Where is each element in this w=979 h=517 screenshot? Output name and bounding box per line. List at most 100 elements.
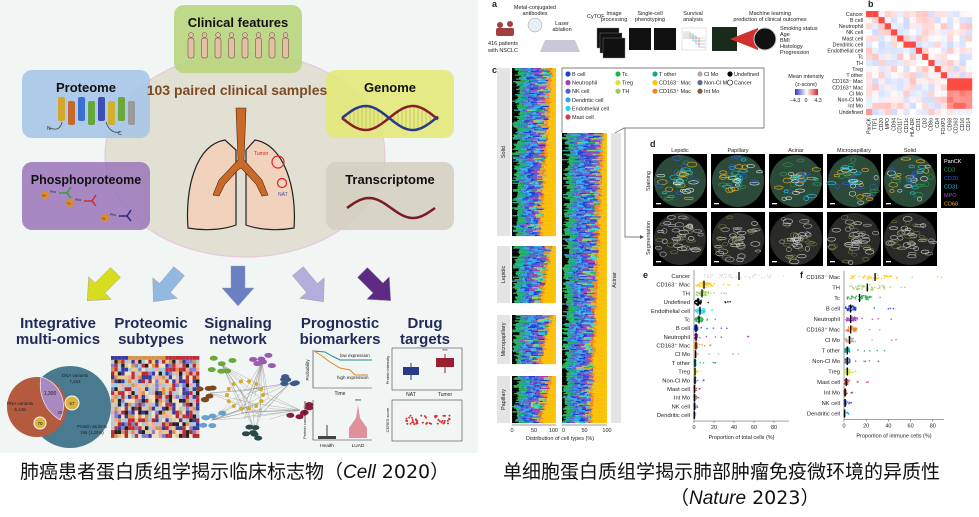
bar-solid-segment (515, 178, 518, 181)
heatmap-cell (909, 66, 917, 73)
bar-micropapillary-cancer-segment (545, 336, 556, 338)
bar-lepidic-cancer-segment (544, 279, 556, 281)
bar-acinar-segment (574, 177, 582, 179)
heatmap-cell (947, 66, 954, 73)
bar-papillary-segment (518, 400, 522, 403)
heatmap-cell (192, 402, 196, 407)
bar-acinar-segment (586, 243, 590, 245)
heatmap-cell (145, 379, 149, 384)
bar-micropapillary-segment (528, 326, 536, 329)
bar-acinar-segment (573, 144, 582, 147)
patients-label: with NSCLC (487, 48, 518, 54)
bar-lepidic-segment (542, 268, 548, 270)
bar-solid-segment (532, 226, 535, 229)
bar-solid-segment (533, 161, 537, 164)
bar-solid-segment (519, 160, 523, 162)
bar-solid-segment (530, 224, 534, 226)
heatmap-cell (134, 414, 139, 419)
bar-solid-segment (536, 190, 541, 192)
bar-solid-segment (537, 204, 541, 207)
heatmap-cell (928, 29, 935, 36)
bar-solid-segment (530, 91, 540, 93)
bar-acinar-segment (580, 140, 583, 143)
heatmap-cell (121, 387, 125, 392)
bar-acinar-segment (574, 142, 576, 144)
bar-acinar-segment (578, 191, 582, 193)
bar-micropapillary-segment (514, 348, 519, 350)
bar-micropapillary-segment (522, 333, 525, 335)
heatmap-cell (959, 53, 966, 61)
bar-acinar-segment (572, 257, 579, 260)
bar-solid-segment (541, 83, 550, 86)
health-label: Health (320, 443, 334, 449)
bar-acinar-segment (576, 229, 581, 231)
heatmap-cell (151, 383, 156, 388)
bar-acinar-segment (562, 186, 568, 188)
bar-papillary-segment (531, 399, 539, 401)
bar-solid-segment (540, 83, 542, 86)
bar-solid-cancer-segment (543, 224, 556, 226)
bar-lepidic-segment (533, 265, 538, 268)
bar-solid-segment (523, 174, 528, 177)
heatmap-cell (940, 84, 948, 91)
heatmap-cell (884, 72, 892, 79)
bar-lepidic-cancer-segment (546, 271, 556, 273)
bar-micropapillary-segment (539, 358, 540, 361)
heatmap-cell (158, 426, 162, 431)
bar-lepidic-segment (544, 261, 549, 264)
bar-solid-segment (522, 170, 526, 173)
bar-solid-segment (520, 174, 524, 177)
bar-solid-segment (525, 176, 526, 178)
bar-solid-segment (532, 86, 534, 88)
bar-acinar-segment (573, 152, 575, 154)
bar-solid-segment (529, 207, 533, 209)
bar-papillary-segment (543, 399, 547, 401)
heatmap-cell (138, 395, 142, 399)
bar-papillary-segment (519, 390, 527, 392)
bar-acinar-segment (581, 261, 584, 264)
bar-solid-segment (512, 193, 518, 195)
heatmap-cell (189, 418, 193, 423)
bar-acinar-cancer-segment (601, 148, 607, 151)
heatmap-cell (131, 418, 135, 423)
heatmap-cell (890, 90, 898, 97)
heatmap-cell (158, 375, 162, 380)
bar-solid-segment (512, 127, 517, 130)
bar-acinar-segment (589, 226, 593, 229)
bar-lepidic-segment (526, 272, 535, 274)
heatmap-cell (179, 367, 183, 372)
heatmap-cell (922, 35, 929, 42)
bar-micropapillary-segment (512, 320, 515, 322)
bar-acinar-segment (581, 222, 587, 225)
bar-acinar-segment (563, 173, 567, 175)
bar-solid-segment (512, 114, 520, 117)
bar-solid-segment (534, 83, 536, 86)
bar-acinar-segment (562, 233, 566, 235)
bar-solid-segment (530, 166, 534, 169)
bar-acinar-segment (581, 181, 588, 183)
bar-acinar-cancer-segment (596, 257, 607, 260)
protein-rna-value: 70 (37, 421, 43, 426)
heatmap-cell (165, 375, 169, 380)
bar-micropapillary-segment (535, 356, 541, 358)
bar-acinar-segment (589, 240, 596, 243)
group-label-solid: Solid (501, 146, 507, 158)
bar-solid-segment (535, 101, 539, 104)
heatmap-cell (872, 47, 879, 55)
bar-papillary-segment (521, 399, 523, 401)
patient-icon (507, 21, 513, 27)
bar-acinar-segment (572, 153, 574, 156)
bar-lepidic-segment (531, 273, 538, 276)
bar-solid-segment (533, 99, 540, 101)
heatmap-cell (165, 398, 169, 403)
heatmap-cell (179, 379, 183, 384)
bar-acinar-segment (585, 143, 590, 145)
bar-solid-segment (520, 168, 528, 170)
heatmap-cell (897, 47, 904, 55)
bar-acinar-segment (568, 196, 574, 199)
bar-micropapillary-segment (520, 334, 529, 337)
heatmap-cell (953, 23, 960, 30)
bar-papillary-cancer-segment (544, 406, 556, 408)
heatmap-cell (141, 383, 145, 388)
bar-micropapillary-segment (530, 340, 533, 342)
